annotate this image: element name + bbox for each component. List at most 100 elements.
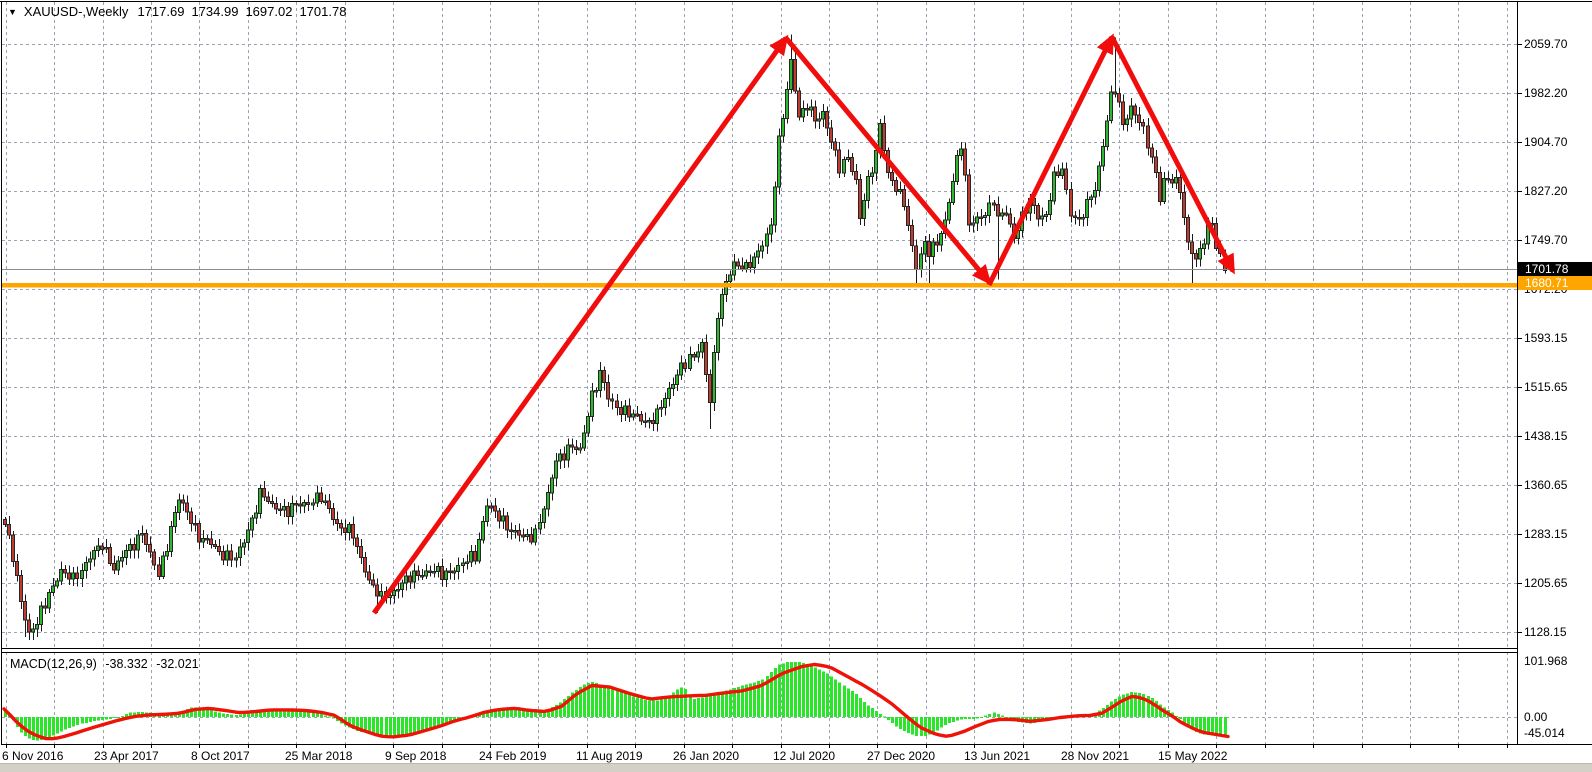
- trend-arrow-4[interactable]: [1109, 35, 1236, 275]
- bull-candle: [947, 201, 951, 221]
- bull-candle: [696, 351, 700, 358]
- indicator-axis-label: 101.968: [1524, 654, 1568, 668]
- bull-candle: [161, 555, 165, 577]
- bull-candle: [1109, 91, 1113, 122]
- bear-candle: [266, 496, 270, 502]
- trend-arrow-3[interactable]: [986, 33, 1115, 287]
- price-axis-label: 1515.65: [1524, 380, 1568, 394]
- bear-candle: [331, 508, 335, 520]
- bear-candle: [619, 407, 623, 416]
- bear-candle: [270, 500, 274, 504]
- bear-candle: [797, 90, 801, 118]
- bear-candle: [610, 398, 614, 402]
- bear-candle: [1069, 189, 1073, 217]
- trend-arrow-2[interactable]: [784, 36, 992, 286]
- bear-candle: [996, 204, 1000, 217]
- bull-candle: [546, 492, 550, 510]
- bull-candle: [866, 175, 870, 202]
- bull-candle: [716, 318, 720, 353]
- bull-candle: [234, 557, 238, 561]
- bear-candle: [1158, 172, 1162, 203]
- bear-candle: [359, 546, 363, 558]
- bull-candle: [250, 517, 254, 531]
- bull-candle: [955, 154, 959, 182]
- trend-arrow-1[interactable]: [371, 34, 789, 615]
- bull-candle: [1105, 120, 1109, 148]
- bull-candle: [728, 274, 732, 283]
- time-axis-label: 23 Apr 2017: [94, 749, 159, 763]
- bull-candle: [732, 261, 736, 276]
- indicator-title: MACD(12,26,9) -38.332 -32.021: [10, 657, 204, 671]
- bear-candle: [221, 551, 225, 561]
- bull-candle: [282, 505, 286, 511]
- bull-candle: [1101, 146, 1105, 167]
- bear-candle: [339, 523, 343, 529]
- horizontal-support-line[interactable]: [2, 283, 1517, 288]
- symbol-dropdown-icon[interactable]: ▼: [8, 6, 17, 17]
- bull-candle: [347, 524, 351, 534]
- bull-candle: [242, 542, 246, 548]
- bear-candle: [894, 180, 898, 192]
- bear-candle: [7, 523, 11, 536]
- bull-candle: [501, 515, 505, 522]
- bull-candle: [92, 550, 96, 560]
- bull-candle: [124, 550, 128, 559]
- bear-candle: [132, 544, 136, 551]
- bear-candle: [910, 225, 914, 247]
- bull-candle: [582, 432, 586, 449]
- bull-candle: [51, 585, 55, 593]
- bull-candle: [379, 590, 383, 597]
- bear-candle: [813, 106, 817, 122]
- bull-candle: [760, 245, 764, 252]
- bull-candle: [655, 408, 659, 425]
- bull-candle: [104, 546, 108, 550]
- bull-candle: [400, 582, 404, 590]
- bull-candle: [177, 499, 181, 514]
- bear-candle: [27, 619, 31, 633]
- bear-candle: [157, 564, 161, 577]
- bull-candle: [246, 529, 250, 544]
- bull-candle: [128, 544, 132, 552]
- bear-candle: [278, 508, 282, 512]
- bear-candle: [67, 572, 71, 580]
- price-axis-label: 1982.20: [1524, 86, 1568, 100]
- bear-candle: [489, 505, 493, 509]
- bear-candle: [914, 245, 918, 271]
- indicator-name: MACD(12,26,9): [10, 657, 97, 671]
- bull-candle: [456, 565, 460, 572]
- bear-candle: [1150, 147, 1154, 158]
- bear-candle: [112, 562, 116, 571]
- price-axis-label: 1827.20: [1524, 184, 1568, 198]
- bull-candle: [35, 623, 39, 630]
- bear-candle: [351, 524, 355, 539]
- bear-candle: [1056, 171, 1060, 176]
- bear-candle: [1166, 178, 1170, 181]
- bull-candle: [594, 389, 598, 393]
- bull-candle: [939, 233, 943, 246]
- bear-candle: [1133, 105, 1137, 116]
- bull-candle: [566, 444, 570, 461]
- bear-candle: [979, 216, 983, 219]
- bear-candle: [683, 362, 687, 369]
- bear-candle: [298, 503, 302, 507]
- price-axis-label: 1904.70: [1524, 135, 1568, 149]
- bull-candle: [975, 216, 979, 224]
- bull-candle: [769, 224, 773, 235]
- bull-candle: [290, 503, 294, 518]
- ohlc-high: 1734.99: [191, 4, 239, 19]
- bear-candle: [448, 570, 452, 574]
- bull-candle: [1044, 214, 1048, 217]
- time-axis-label: 9 Sep 2018: [385, 749, 447, 763]
- bear-candle: [185, 502, 189, 513]
- bull-candle: [173, 512, 177, 528]
- bull-candle: [765, 233, 769, 247]
- bull-candle: [116, 560, 120, 571]
- bull-candle: [96, 545, 100, 552]
- ohlc-close: 1701.78: [299, 4, 347, 19]
- bull-candle: [1052, 171, 1056, 202]
- bull-candle: [951, 180, 955, 203]
- bear-candle: [1178, 177, 1182, 194]
- bull-candle: [647, 420, 651, 423]
- bear-candle: [935, 241, 939, 246]
